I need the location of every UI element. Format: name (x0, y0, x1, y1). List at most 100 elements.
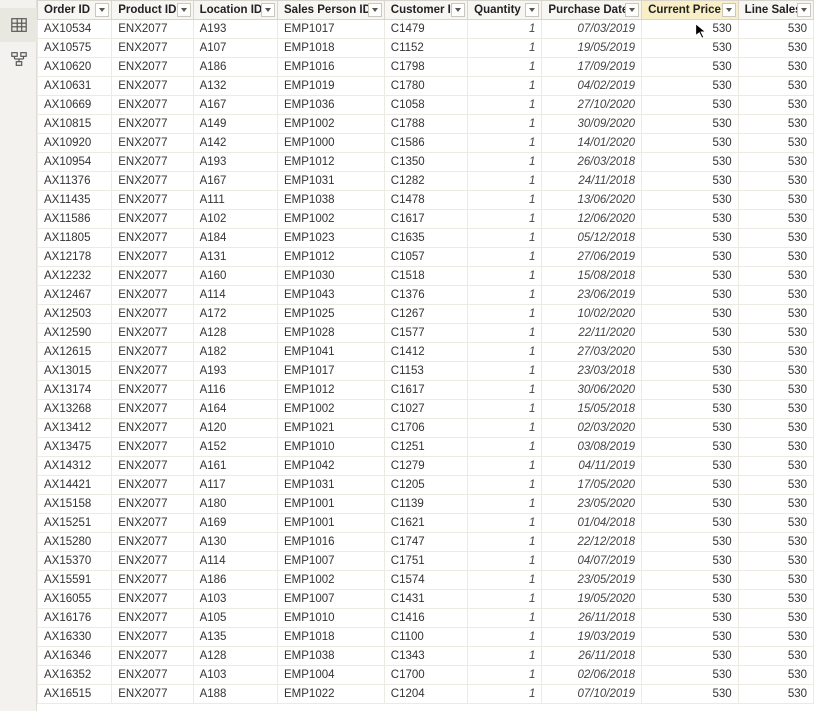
cell[interactable]: 1 (468, 153, 542, 172)
cell[interactable]: AX12615 (38, 343, 112, 362)
cell[interactable]: ENX2077 (112, 58, 193, 77)
cell[interactable]: C1204 (384, 685, 467, 704)
cell[interactable]: 530 (642, 324, 739, 343)
cell[interactable]: C1251 (384, 438, 467, 457)
column-header-sales-person-id[interactable]: Sales Person ID (278, 1, 385, 20)
cell[interactable]: EMP1038 (278, 647, 385, 666)
cell[interactable]: 530 (642, 134, 739, 153)
table-row[interactable]: AX12467ENX2077A114EMP1043C1376123/06/201… (38, 286, 814, 305)
cell[interactable]: 04/11/2019 (542, 457, 642, 476)
cell[interactable]: 530 (642, 666, 739, 685)
column-header-product-id[interactable]: Product ID (112, 1, 193, 20)
cell[interactable]: ENX2077 (112, 229, 193, 248)
cell[interactable]: C1267 (384, 305, 467, 324)
cell[interactable]: C1343 (384, 647, 467, 666)
cell[interactable]: 1 (468, 552, 542, 571)
table-row[interactable]: AX16330ENX2077A135EMP1018C1100119/03/201… (38, 628, 814, 647)
cell[interactable]: 530 (642, 552, 739, 571)
table-row[interactable]: AX16346ENX2077A128EMP1038C1343126/11/201… (38, 647, 814, 666)
cell[interactable]: 530 (738, 96, 813, 115)
cell[interactable]: AX10534 (38, 20, 112, 39)
cell[interactable]: A180 (193, 495, 277, 514)
cell[interactable]: C1139 (384, 495, 467, 514)
cell[interactable]: EMP1042 (278, 457, 385, 476)
cell[interactable]: A117 (193, 476, 277, 495)
cell[interactable]: 13/06/2020 (542, 191, 642, 210)
cell[interactable]: 1 (468, 457, 542, 476)
cell[interactable]: AX12503 (38, 305, 112, 324)
cell[interactable]: AX11376 (38, 172, 112, 191)
table-row[interactable]: AX13015ENX2077A193EMP1017C1153123/03/201… (38, 362, 814, 381)
cell[interactable]: 1 (468, 191, 542, 210)
cell[interactable]: EMP1038 (278, 191, 385, 210)
cell[interactable]: 26/11/2018 (542, 609, 642, 628)
cell[interactable]: C1788 (384, 115, 467, 134)
cell[interactable]: AX16515 (38, 685, 112, 704)
filter-dropdown-icon[interactable] (797, 3, 811, 17)
cell[interactable]: 1 (468, 400, 542, 419)
cell[interactable]: EMP1002 (278, 571, 385, 590)
table-row[interactable]: AX12232ENX2077A160EMP1030C1518115/08/201… (38, 267, 814, 286)
cell[interactable]: 1 (468, 495, 542, 514)
cell[interactable]: 530 (642, 400, 739, 419)
table-row[interactable]: AX10534ENX2077A193EMP1017C1479107/03/201… (38, 20, 814, 39)
cell[interactable]: 530 (642, 210, 739, 229)
cell[interactable]: 530 (642, 58, 739, 77)
cell[interactable]: ENX2077 (112, 362, 193, 381)
cell[interactable]: A114 (193, 286, 277, 305)
cell[interactable]: 530 (642, 647, 739, 666)
cell[interactable]: A188 (193, 685, 277, 704)
cell[interactable]: EMP1000 (278, 134, 385, 153)
cell[interactable]: ENX2077 (112, 96, 193, 115)
cell[interactable]: EMP1012 (278, 153, 385, 172)
table-row[interactable]: AX16176ENX2077A105EMP1010C1416126/11/201… (38, 609, 814, 628)
cell[interactable]: C1780 (384, 77, 467, 96)
cell[interactable]: 530 (738, 343, 813, 362)
cell[interactable]: 1 (468, 419, 542, 438)
cell[interactable]: 530 (738, 685, 813, 704)
cell[interactable]: 530 (642, 115, 739, 134)
cell[interactable]: A172 (193, 305, 277, 324)
cell[interactable]: 530 (642, 533, 739, 552)
cell[interactable]: ENX2077 (112, 324, 193, 343)
cell[interactable]: C1205 (384, 476, 467, 495)
cell[interactable]: A152 (193, 438, 277, 457)
cell[interactable]: AX14312 (38, 457, 112, 476)
table-row[interactable]: AX11435ENX2077A111EMP1038C1478113/06/202… (38, 191, 814, 210)
cell[interactable]: 530 (642, 343, 739, 362)
cell[interactable]: 1 (468, 324, 542, 343)
cell[interactable]: C1479 (384, 20, 467, 39)
table-row[interactable]: AX13174ENX2077A116EMP1012C1617130/06/202… (38, 381, 814, 400)
cell[interactable]: 530 (738, 381, 813, 400)
cell[interactable]: 27/06/2019 (542, 248, 642, 267)
cell[interactable]: EMP1021 (278, 419, 385, 438)
table-row[interactable]: AX15251ENX2077A169EMP1001C1621101/04/201… (38, 514, 814, 533)
cell[interactable]: ENX2077 (112, 552, 193, 571)
cell[interactable]: 530 (642, 571, 739, 590)
filter-dropdown-icon[interactable] (525, 3, 539, 17)
cell[interactable]: 04/02/2019 (542, 77, 642, 96)
cell[interactable]: AX10920 (38, 134, 112, 153)
table-row[interactable]: AX11376ENX2077A167EMP1031C1282124/11/201… (38, 172, 814, 191)
cell[interactable]: C1798 (384, 58, 467, 77)
cell[interactable]: EMP1016 (278, 58, 385, 77)
cell[interactable]: EMP1025 (278, 305, 385, 324)
cell[interactable]: EMP1031 (278, 172, 385, 191)
cell[interactable]: A193 (193, 362, 277, 381)
cell[interactable]: AX10631 (38, 77, 112, 96)
cell[interactable]: 1 (468, 647, 542, 666)
cell[interactable]: ENX2077 (112, 495, 193, 514)
cell[interactable]: 530 (738, 210, 813, 229)
cell[interactable]: 530 (642, 191, 739, 210)
table-row[interactable]: AX12590ENX2077A128EMP1028C1577122/11/202… (38, 324, 814, 343)
cell[interactable]: 530 (642, 20, 739, 39)
cell[interactable]: 530 (642, 419, 739, 438)
cell[interactable]: A102 (193, 210, 277, 229)
cell[interactable]: 530 (642, 77, 739, 96)
cell[interactable]: 530 (738, 362, 813, 381)
cell[interactable]: 23/05/2020 (542, 495, 642, 514)
cell[interactable]: 1 (468, 20, 542, 39)
table-row[interactable]: AX15158ENX2077A180EMP1001C1139123/05/202… (38, 495, 814, 514)
cell[interactable]: 530 (642, 685, 739, 704)
cell[interactable]: ENX2077 (112, 666, 193, 685)
